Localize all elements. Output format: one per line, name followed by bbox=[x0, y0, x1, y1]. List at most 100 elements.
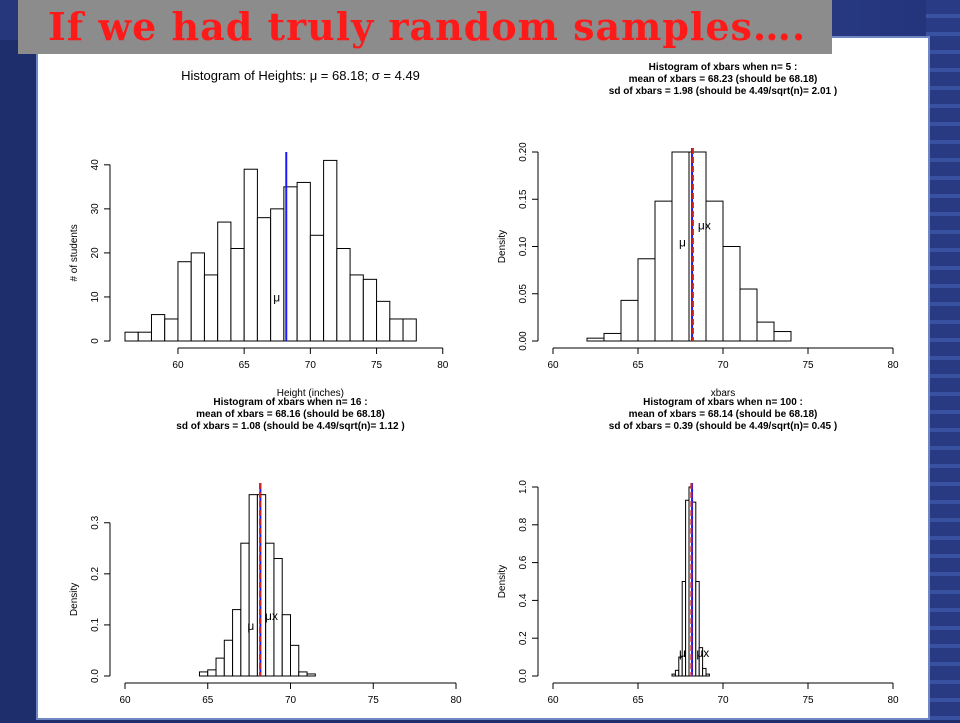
histogram-bar bbox=[240, 542, 250, 677]
y-tick-label: 0.8 bbox=[518, 517, 529, 531]
x-tick-label: 75 bbox=[802, 360, 814, 371]
y-tick-label: 0.0 bbox=[90, 669, 101, 683]
x-tick-label: 60 bbox=[547, 360, 559, 371]
histogram-bar bbox=[177, 261, 192, 342]
histogram-bar bbox=[290, 644, 300, 677]
slide-canvas: Histogram of Heights: μ = 68.18; σ = 4.4… bbox=[36, 36, 930, 720]
x-tick-label: 70 bbox=[717, 360, 729, 371]
histogram-bar bbox=[270, 208, 285, 342]
y-axis-label: Density bbox=[497, 565, 508, 598]
x-tick-label: 60 bbox=[547, 695, 559, 706]
y-tick-label: 0.6 bbox=[518, 555, 529, 569]
histogram-bar bbox=[702, 667, 707, 677]
chart-title-line: mean of xbars = 68.14 (should be 68.18) bbox=[629, 409, 818, 420]
y-tick-label: 0.1 bbox=[90, 618, 101, 632]
histogram-bar bbox=[654, 200, 673, 342]
y-tick-label: 0.0 bbox=[518, 669, 529, 683]
y-axis-label: # of students bbox=[69, 224, 80, 281]
histogram-bar bbox=[256, 494, 267, 677]
mu-label: μ bbox=[679, 236, 686, 250]
chart-title-line: Histogram of xbars when n= 16 : bbox=[213, 397, 367, 408]
chart-title-line: mean of xbars = 68.23 (should be 68.18) bbox=[629, 74, 818, 85]
mean-label: μx bbox=[696, 646, 709, 660]
x-axis-label: xbars bbox=[711, 388, 735, 399]
y-tick-label: 0.4 bbox=[518, 593, 529, 607]
y-tick-label: 0 bbox=[90, 338, 101, 344]
xbars-n100-histogram: Histogram of xbars when n= 100 :mean of … bbox=[497, 397, 899, 706]
histogram-bar bbox=[124, 331, 139, 342]
y-tick-label: 0.3 bbox=[90, 515, 101, 529]
x-tick-label: 65 bbox=[632, 695, 644, 706]
y-axis-label: Density bbox=[69, 583, 80, 616]
histogram-bar bbox=[739, 288, 758, 342]
histogram-bar bbox=[705, 673, 710, 677]
x-tick-label: 80 bbox=[450, 695, 462, 706]
histogram-bar bbox=[620, 299, 639, 342]
side-decoration bbox=[926, 0, 960, 720]
title-bar: If we had truly random samples…. bbox=[18, 0, 832, 54]
histogram-bar bbox=[637, 258, 656, 342]
mean-label: μx bbox=[265, 609, 278, 623]
histogram-bar bbox=[150, 314, 166, 342]
histogram-bar bbox=[217, 221, 232, 342]
xbars-n16-histogram: Histogram of xbars when n= 16 :mean of x… bbox=[69, 397, 462, 706]
histogram-bar bbox=[298, 671, 308, 677]
histogram-bar bbox=[243, 168, 258, 342]
histogram-bar bbox=[207, 669, 217, 677]
histogram-bar bbox=[336, 248, 351, 342]
histogram-bar bbox=[349, 274, 364, 342]
histogram-bar bbox=[695, 581, 700, 677]
y-tick-label: 0.20 bbox=[518, 142, 529, 162]
mu-label: μ bbox=[273, 290, 280, 304]
histogram-bar bbox=[281, 614, 292, 677]
y-tick-label: 0.10 bbox=[518, 236, 529, 256]
x-tick-label: 65 bbox=[632, 360, 644, 371]
y-axis-label: Density bbox=[497, 230, 508, 263]
x-tick-label: 65 bbox=[202, 695, 214, 706]
x-tick-label: 75 bbox=[802, 695, 814, 706]
x-tick-label: 60 bbox=[172, 360, 184, 371]
histogram-bar bbox=[256, 217, 272, 342]
x-tick-label: 70 bbox=[305, 360, 317, 371]
histogram-bar bbox=[248, 494, 258, 677]
y-tick-label: 0.2 bbox=[518, 631, 529, 645]
x-axis-label: Height (inches) bbox=[277, 388, 344, 399]
mean-label: μx bbox=[698, 218, 711, 232]
x-tick-label: 70 bbox=[285, 695, 297, 706]
histogram-bar bbox=[698, 647, 704, 677]
y-tick-label: 1.0 bbox=[518, 480, 529, 494]
y-tick-label: 40 bbox=[90, 159, 101, 171]
y-tick-label: 20 bbox=[90, 247, 101, 259]
y-tick-label: 0.2 bbox=[90, 566, 101, 580]
chart-title-line: mean of xbars = 68.16 (should be 68.18) bbox=[196, 409, 385, 420]
histogram-bar bbox=[223, 639, 234, 677]
histogram-bar bbox=[402, 318, 417, 342]
histogram-bar bbox=[389, 318, 404, 342]
histogram-bar bbox=[306, 673, 316, 677]
y-tick-label: 30 bbox=[90, 203, 101, 215]
histogram-bar bbox=[681, 581, 687, 677]
y-tick-label: 0.15 bbox=[518, 189, 529, 209]
histogram-bar bbox=[685, 499, 690, 677]
histogram-bar bbox=[164, 318, 179, 342]
x-tick-label: 70 bbox=[717, 695, 729, 706]
chart-title-line: sd of xbars = 1.08 (should be 4.49/sqrt(… bbox=[176, 421, 404, 432]
y-tick-label: 0.05 bbox=[518, 284, 529, 304]
chart-title-line: Histogram of xbars when n= 5 : bbox=[649, 62, 798, 73]
x-tick-label: 75 bbox=[368, 695, 380, 706]
histogram-bar bbox=[230, 248, 245, 342]
histogram-bar bbox=[203, 274, 219, 342]
x-tick-label: 80 bbox=[887, 360, 899, 371]
histogram-bar bbox=[756, 321, 775, 342]
chart-title-line: sd of xbars = 1.98 (should be 4.49/sqrt(… bbox=[609, 86, 837, 97]
histogram-bar bbox=[773, 331, 792, 342]
chart-title-line: sd of xbars = 0.39 (should be 4.49/sqrt(… bbox=[609, 421, 837, 432]
y-tick-label: 10 bbox=[90, 291, 101, 303]
heights-histogram: Histogram of Heights: μ = 68.18; σ = 4.4… bbox=[69, 68, 449, 399]
x-tick-label: 65 bbox=[239, 360, 251, 371]
histogram-bar bbox=[722, 246, 741, 342]
x-tick-label: 60 bbox=[119, 695, 131, 706]
slide-title: If we had truly random samples…. bbox=[48, 4, 807, 49]
histogram-bar bbox=[296, 181, 311, 342]
histogram-bar bbox=[309, 234, 325, 342]
